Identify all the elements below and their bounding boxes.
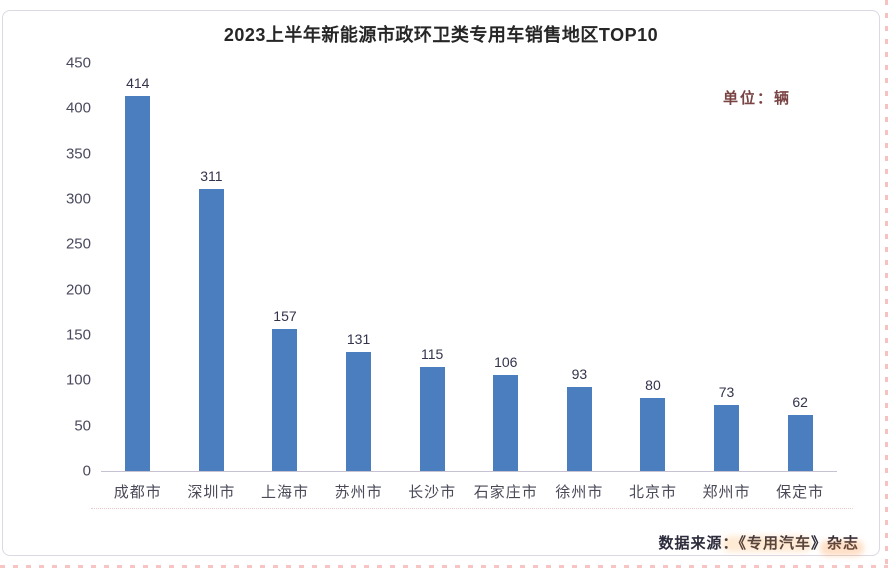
bar-column: 73 — [690, 63, 764, 471]
bar — [566, 386, 592, 471]
bar — [198, 189, 224, 471]
watermark-orange-smudge — [722, 536, 812, 552]
plot-area: 414 311 157 131 115 106 93 80 73 62 — [101, 63, 837, 472]
bar-column: 93 — [543, 63, 617, 471]
x-axis-labels: 成都市 深圳市 上海市 苏州市 长沙市 石家庄市 徐州市 北京市 郑州市 保定市 — [101, 481, 837, 502]
bar-column: 115 — [395, 63, 469, 471]
bar-column: 106 — [469, 63, 543, 471]
bar — [419, 366, 445, 471]
x-category-label: 郑州市 — [702, 484, 751, 501]
bar — [346, 352, 372, 471]
bar-value-label: 311 — [200, 168, 223, 185]
x-category-label: 长沙市 — [408, 484, 457, 501]
x-category-label: 深圳市 — [187, 484, 236, 501]
x-category-label: 苏州市 — [334, 484, 383, 501]
watermark-orange-smudge — [820, 540, 864, 556]
y-tick-label: 0 — [82, 462, 91, 480]
bar-value-label: 106 — [494, 353, 518, 370]
chart-card: 2023上半年新能源市政环卫类专用车销售地区TOP10 单位：辆 0 50 100 1… — [2, 10, 880, 556]
bar-column: 62 — [763, 63, 837, 471]
bar — [493, 374, 519, 471]
y-tick-label: 300 — [65, 190, 91, 208]
chart-title: 2023上半年新能源市政环卫类专用车销售地区TOP10 — [223, 25, 659, 45]
bar-value-label: 62 — [792, 393, 808, 410]
y-axis: 0 50 100 150 200 250 300 350 400 450 — [51, 55, 91, 480]
watermark-dotted-line — [91, 508, 853, 509]
bar-column: 80 — [616, 63, 690, 471]
x-category-label: 成都市 — [113, 484, 162, 501]
bar — [272, 328, 298, 471]
bar-column: 414 — [101, 63, 175, 471]
watermark-edge-right — [885, 0, 888, 568]
bar-value-label: 80 — [645, 377, 661, 394]
y-tick-label: 150 — [65, 326, 91, 344]
bar — [125, 95, 151, 471]
y-tick-label: 50 — [74, 417, 91, 435]
y-tick-label: 350 — [65, 145, 91, 163]
watermark-edge-bottom — [0, 565, 888, 568]
bar-value-label: 131 — [346, 331, 371, 348]
y-tick-label: 200 — [65, 281, 91, 299]
bar — [640, 398, 666, 471]
y-tick-label: 400 — [65, 99, 91, 117]
y-tick-label: 250 — [65, 235, 91, 253]
bar — [714, 404, 740, 471]
y-tick-label: 450 — [65, 54, 91, 72]
x-category-label: 石家庄市 — [473, 484, 538, 501]
x-category-label: 北京市 — [628, 484, 677, 501]
data-source-label: 数据来源：《专用汽车》杂志 — [658, 535, 859, 552]
bar-value-label: 414 — [126, 74, 150, 91]
bar-column: 157 — [248, 63, 322, 471]
x-category-label: 上海市 — [260, 484, 309, 501]
bar — [787, 414, 813, 471]
x-category-label: 徐州市 — [555, 484, 604, 501]
x-category-label: 保定市 — [776, 484, 825, 501]
y-tick-label: 100 — [65, 371, 91, 389]
bar-value-label: 93 — [571, 365, 588, 382]
bar-column: 311 — [175, 63, 249, 471]
unit-label: 单位：辆 — [722, 90, 791, 107]
bar-value-label: 115 — [421, 345, 444, 362]
bar-column: 131 — [322, 63, 396, 471]
bar-value-label: 157 — [273, 307, 297, 324]
bar-value-label: 73 — [718, 383, 735, 400]
bars-row: 414 311 157 131 115 106 93 80 73 62 — [101, 63, 837, 471]
